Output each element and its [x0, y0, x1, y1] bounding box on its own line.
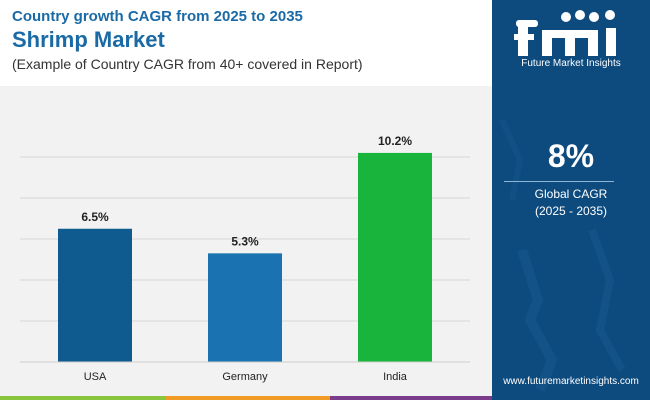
fmi-logo	[514, 10, 616, 56]
value-label-usa: 6.5%	[81, 210, 109, 224]
sidebar: Future Market Insights 8% Global CAGR (2…	[492, 0, 650, 400]
bar-india	[358, 152, 432, 362]
bars	[58, 152, 432, 362]
value-label-india: 10.2%	[378, 134, 412, 148]
category-label-india: India	[383, 371, 408, 383]
sidebar-texture	[499, 118, 626, 392]
website-link[interactable]: www.futuremarketinsights.com	[503, 376, 639, 387]
header: Country growth CAGR from 2025 to 2035 Sh…	[0, 0, 492, 85]
global-cagr-label: Global CAGR	[534, 187, 608, 201]
kpi-divider	[504, 181, 614, 182]
bar-germany	[208, 253, 282, 362]
value-label-germany: 5.3%	[231, 234, 259, 248]
global-cagr-value: 8%	[547, 138, 595, 174]
labels: 6.5% USA 5.3% Germany 10.2% India	[81, 134, 412, 383]
chart-title: Shrimp Market	[12, 27, 165, 52]
chart-note: (Example of Country CAGR from 40+ covere…	[12, 56, 363, 72]
category-label-usa: USA	[84, 371, 107, 383]
footer-stripe-green	[0, 396, 165, 400]
global-cagr-period: (2025 - 2035)	[534, 204, 608, 218]
bar-chart: 6.5% USA 5.3% Germany 10.2% India	[20, 134, 470, 383]
footer-stripe-purple	[330, 396, 492, 400]
brand-name: Future Market Insights	[521, 58, 621, 69]
category-label-germany: Germany	[222, 371, 268, 383]
bar-usa	[58, 228, 132, 362]
chart-subtitle: Country growth CAGR from 2025 to 2035	[12, 8, 303, 25]
footer-stripe-orange	[165, 396, 330, 400]
